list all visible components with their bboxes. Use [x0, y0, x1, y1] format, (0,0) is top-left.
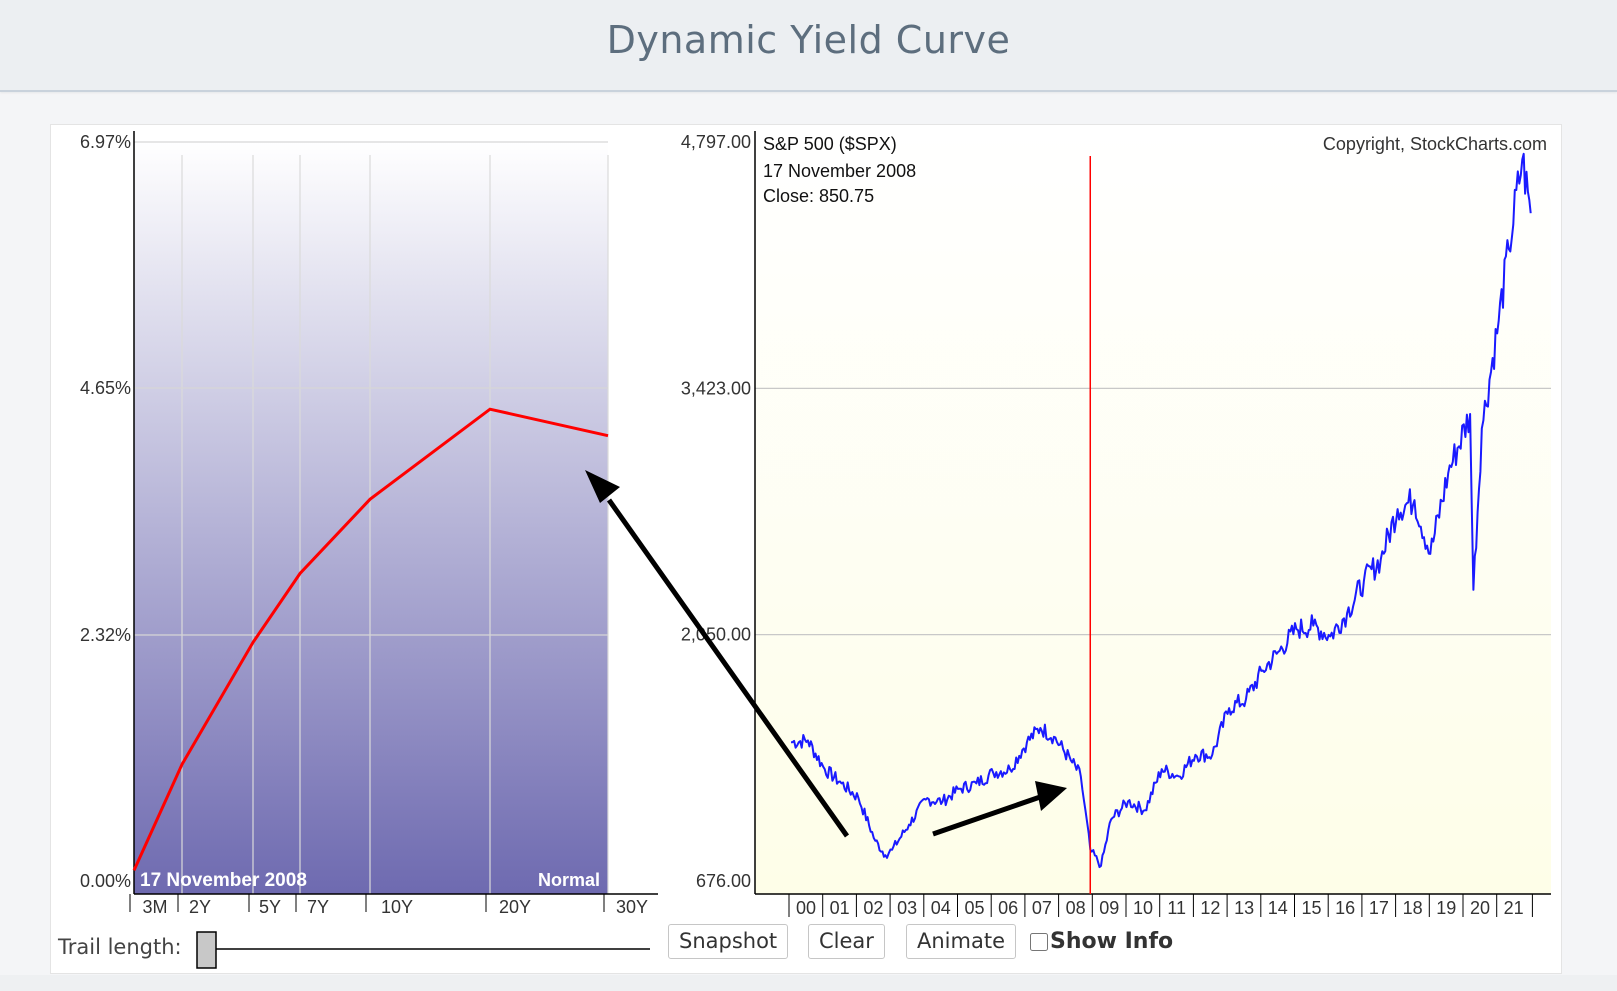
show-info-checkbox[interactable] — [1030, 933, 1048, 951]
sp-date-label: 17 November 2008 — [763, 161, 916, 181]
sp-y-tick-label: 676.00 — [696, 871, 751, 891]
yield-date-label: 17 November 2008 — [140, 870, 307, 891]
yield-x-tick-label: 3M — [142, 897, 167, 917]
yield-x-tick-label: 5Y — [259, 897, 281, 917]
sp-x-tick-label: 06 — [998, 898, 1018, 918]
sp-y-tick-label: 4,797.00 — [681, 132, 751, 152]
sp-x-tick-label: 21 — [1504, 898, 1524, 918]
sp-x-tick-label: 02 — [863, 898, 883, 918]
yield-x-tick-label: 30Y — [616, 897, 648, 917]
sp-x-tick-label: 19 — [1436, 898, 1456, 918]
yield-y-tick-label: 2.32% — [80, 625, 131, 645]
yield-y-tick-label: 4.65% — [80, 378, 131, 398]
sp-x-tick-label: 13 — [1234, 898, 1254, 918]
yield-curve-chart: 0.00% 2.32% 4.65% 6.97% 3M 2Y 5Y 7Y 10Y 20Y 30Y 1… — [80, 131, 658, 917]
show-info-toggle[interactable]: Show Info — [1030, 924, 1173, 959]
yield-x-tick-label: 2Y — [189, 897, 211, 917]
sp-x-tick-label: 07 — [1032, 898, 1052, 918]
sp-x-tick-label: 17 — [1369, 898, 1389, 918]
yield-y-tick-label: 6.97% — [80, 132, 131, 152]
trail-length-slider[interactable] — [197, 932, 650, 968]
yield-x-tick-label: 20Y — [499, 897, 531, 917]
yield-curve-type-label: Normal — [538, 870, 600, 890]
sp-x-tick-label: 12 — [1200, 898, 1220, 918]
sp-x-tick-label: 00 — [796, 898, 816, 918]
sp-x-tick-label: 11 — [1167, 898, 1186, 918]
yield-x-tick-label: 10Y — [381, 897, 413, 917]
sp-x-tick-label: 16 — [1335, 898, 1355, 918]
sp-x-tick-label: 10 — [1133, 898, 1153, 918]
sp-x-tick-label: 05 — [964, 898, 984, 918]
sp500-chart: 676.00 2,050.00 3,423.00 4,797.00 00 01 02 03 0… — [681, 131, 1551, 918]
sp-y-tick-label: 2,050.00 — [681, 625, 751, 645]
sp-x-tick-label: 20 — [1470, 898, 1490, 918]
sp-x-tick-label: 01 — [830, 898, 850, 918]
sp-x-tick-label: 15 — [1301, 898, 1321, 918]
trail-length-label: Trail length: — [58, 935, 182, 959]
sp-x-tick-label: 03 — [897, 898, 917, 918]
sp-x-tick-label: 18 — [1403, 898, 1423, 918]
sp-copyright: Copyright, StockCharts.com — [1323, 134, 1547, 154]
yield-y-tick-label: 0.00% — [80, 871, 131, 891]
sp-x-tick-label: 09 — [1099, 898, 1119, 918]
sp-close-label: Close: 850.75 — [763, 186, 874, 206]
sp-y-tick-label: 3,423.00 — [681, 378, 751, 398]
yield-x-tick-label: 7Y — [307, 897, 329, 917]
sp-chart-title: S&P 500 ($SPX) — [763, 134, 897, 154]
clear-button[interactable]: Clear — [808, 924, 885, 959]
sp-plot-background — [755, 132, 1551, 894]
sp-x-tick-label: 08 — [1066, 898, 1086, 918]
sp-x-tick-label: 14 — [1268, 898, 1288, 918]
yield-plot-background — [134, 142, 608, 894]
snapshot-button[interactable]: Snapshot — [668, 924, 788, 959]
sp-x-tick-label: 04 — [931, 898, 951, 918]
slider-handle[interactable] — [197, 932, 216, 968]
animate-button[interactable]: Animate — [906, 924, 1016, 959]
show-info-label: Show Info — [1050, 929, 1173, 954]
